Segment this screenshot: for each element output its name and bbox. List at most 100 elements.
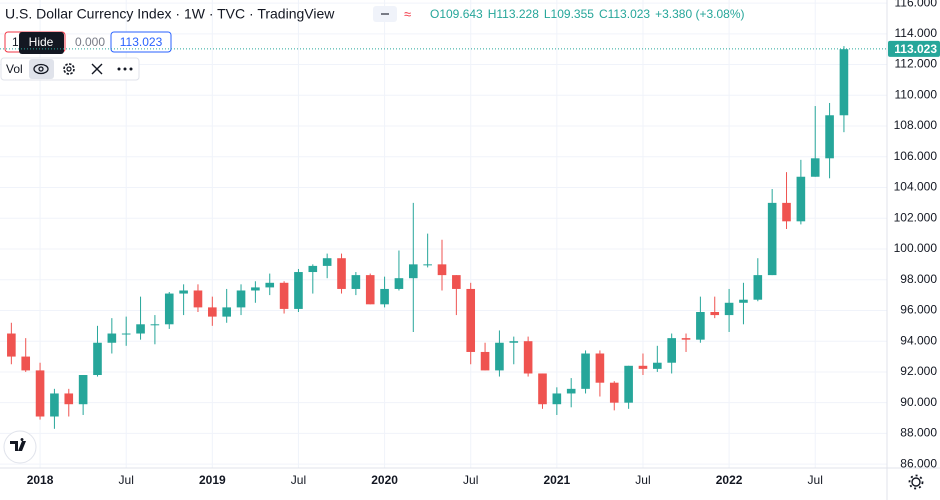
x-tick-label: 2019 [199,473,226,487]
candle-body [624,365,633,403]
settings-gear[interactable] [908,474,924,490]
candle-body [710,312,720,316]
candle-body [509,341,519,343]
candle-body [164,293,174,325]
ohlc-open: O109.643 [430,7,483,21]
candle-body [21,356,31,371]
candle-body [437,264,447,276]
candle-body [265,282,275,288]
candle-body [107,333,117,343]
candle-body [480,351,490,371]
candle-body [767,202,777,276]
y-tick-label: 102.000 [894,210,938,224]
y-tick-label: 92.000 [900,364,937,378]
y-tick-label: 88.000 [900,426,937,440]
x-tick-label: Jul [119,473,134,487]
candle-body [681,338,691,340]
ohlc-legend: O109.643 H113.228 L109.355 C113.023 +3.380 (… [430,7,745,21]
candle-body [121,333,131,335]
x-tick-label: Jul [635,473,650,487]
ohlc-change: +3.380 (+3.08%) [655,7,744,21]
candle-body [495,342,504,371]
candle-body [609,382,619,403]
candle-body [739,299,748,303]
y-tick-label: 106.000 [894,149,938,163]
y-tick-label: 90.000 [900,395,937,409]
ohlc-low: L109.355 [544,7,594,21]
candle-body [753,275,763,300]
candle-body [466,288,476,352]
y-tick-label: 110.000 [895,87,938,101]
candle-body [667,338,676,363]
candles [7,46,849,429]
candle-body [294,272,303,309]
candle-body [222,307,231,317]
x-tick-label: 2018 [27,473,54,487]
candle-body [566,388,576,394]
settings-icon-core [66,66,72,72]
logo-mark [10,437,26,451]
candle-body [208,307,217,317]
ohlc-high: H113.228 [488,7,539,21]
x-tick-label: 2020 [371,473,398,487]
candle-body [523,341,533,374]
candle-body [423,264,432,266]
candle-body [179,290,188,294]
candle-body [538,373,547,405]
candle-body [236,290,246,308]
candle-body [251,287,260,291]
candle-body [839,49,849,116]
candle-body [696,312,705,340]
eye-pupil [38,66,44,72]
x-tick-label: Jul [291,473,306,487]
candle-body [93,342,102,376]
candle-body [724,302,734,316]
remove-icon[interactable] [91,63,103,75]
x-tick-label: Jul [808,473,823,487]
candle-body [782,202,791,222]
candle-body [279,282,289,309]
candle-body [452,275,461,289]
candle-body [35,370,45,417]
candle-body [7,333,16,357]
candle-body [337,258,346,289]
candle-body [825,115,834,159]
candle-body [351,275,361,289]
candle-body [552,393,562,405]
candle-body [408,264,418,279]
y-tick-label: 114.000 [895,26,938,40]
ohlc-close: C113.023 [599,7,650,21]
eye-icon [33,63,49,75]
candle-body [796,176,806,222]
candle-body [136,324,145,334]
candle-body [810,158,820,177]
candle-body [653,362,662,369]
candle-body [78,375,88,405]
x-tick-label: 2022 [716,473,743,487]
eye-button[interactable] [29,59,54,79]
chart-title: U.S. Dollar Currency Index · 1W · TVC · … [5,6,335,22]
candle-body [595,353,605,383]
x-tick-label: Jul [463,473,478,487]
candle-body [308,265,318,273]
more-icon[interactable] [117,67,133,71]
settings-icon[interactable] [63,63,75,75]
candle-body [638,365,648,369]
candle-body [581,353,590,389]
candle-body [380,288,389,305]
candle-body [394,278,404,289]
x-tick-label: 2021 [543,473,570,487]
tooltip: Hide [29,35,54,49]
indicator-value: 0.000 [75,35,105,49]
y-tick-label: 116.000 [895,0,938,9]
candle-body [64,393,74,405]
indicator-name: Vol [6,62,23,76]
input-value: 1 [12,35,19,49]
candle-body [50,393,59,417]
last-price-box [888,40,940,57]
y-tick-label: 98.000 [900,272,937,286]
price-box-value: 113.023 [120,35,163,49]
candle-body [322,258,332,266]
toggle-icon-bar [381,13,389,15]
